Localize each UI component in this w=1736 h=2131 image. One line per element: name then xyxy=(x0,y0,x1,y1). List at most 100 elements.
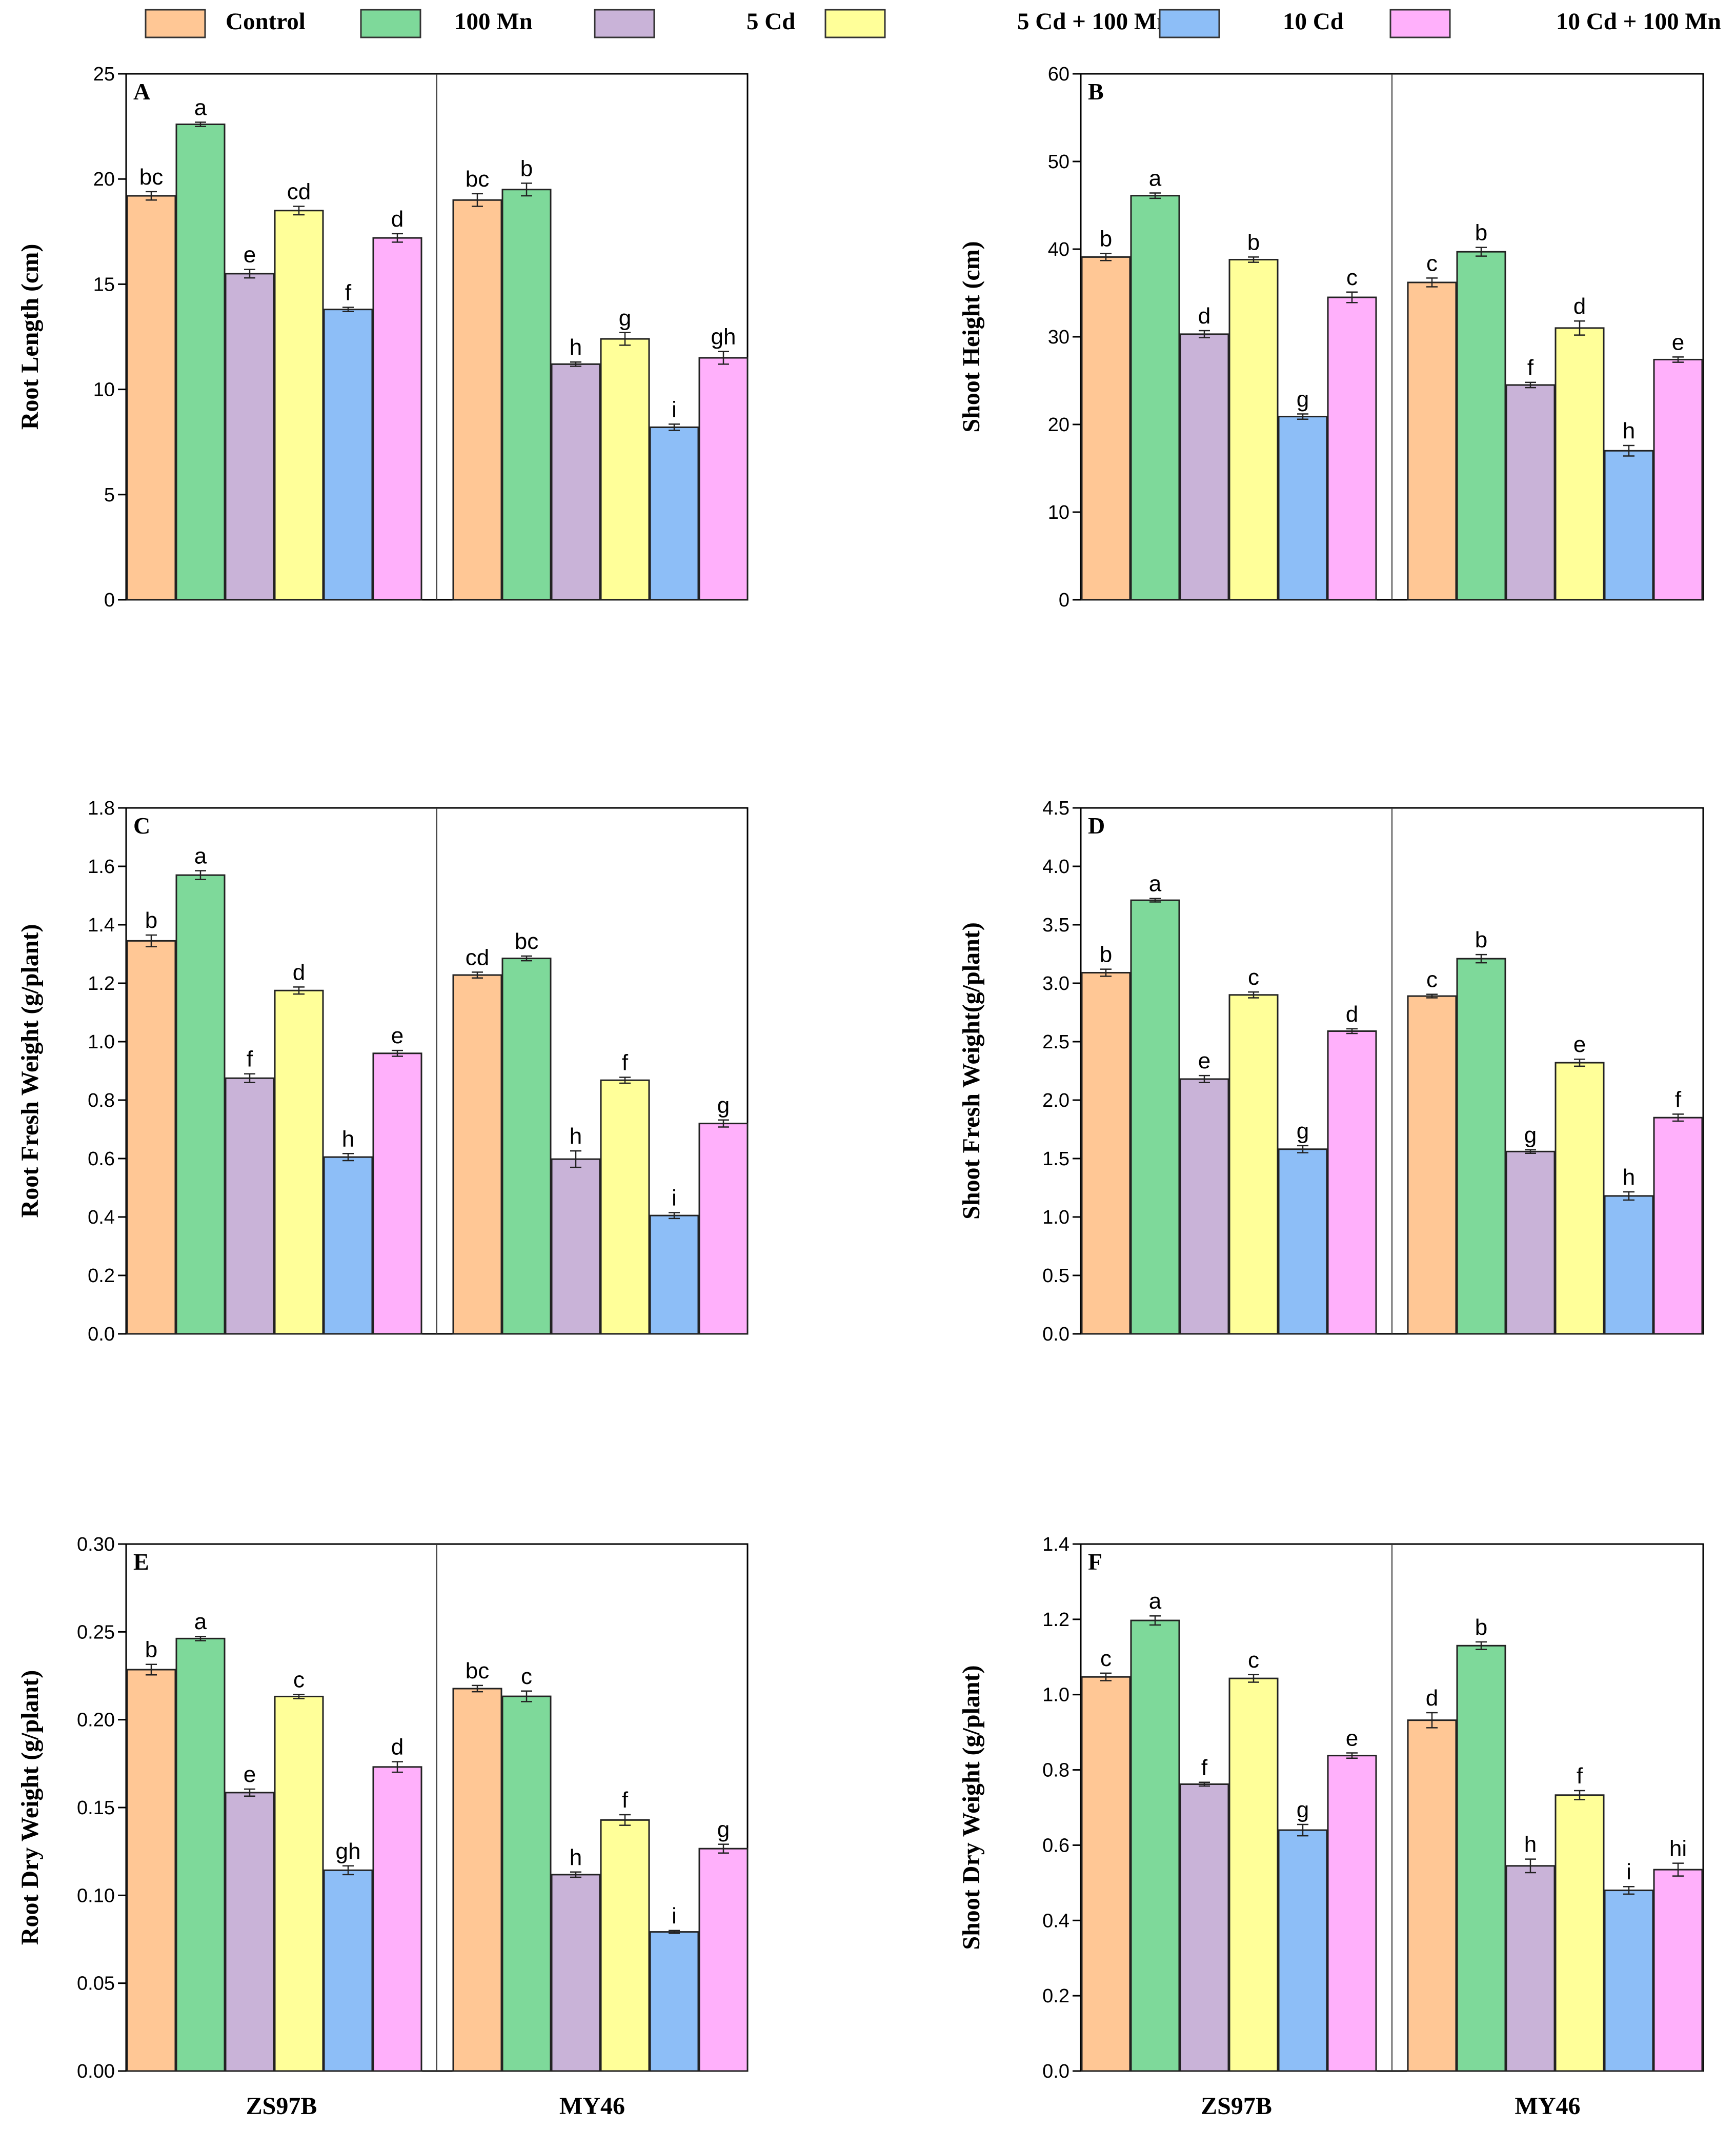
bar xyxy=(126,195,176,601)
bar xyxy=(501,1695,552,2072)
y-tick-label: 1.8 xyxy=(88,798,115,819)
significance-letter: c xyxy=(1248,1648,1259,1673)
y-tick-label: 40 xyxy=(1048,239,1069,260)
legend-label: 5 Cd xyxy=(746,8,795,35)
bar xyxy=(1604,1890,1654,2072)
chart-panel-d: 0.0 0.5 1.0 1.5 2.0 2.5 3.0 3.5 4.0 4.5 Shoot Fres… xyxy=(958,798,1704,1345)
y-tick-label: 10 xyxy=(1048,502,1069,523)
bar xyxy=(175,123,226,601)
y-tick-label: 1.5 xyxy=(1042,1148,1069,1170)
significance-letter: d xyxy=(391,1735,403,1760)
significance-letter: c xyxy=(293,1667,305,1692)
bar xyxy=(551,1874,601,2072)
y-axis-label: Shoot Dry Weight (g/plant) xyxy=(958,1665,985,1950)
significance-letter: cd xyxy=(466,945,489,970)
significance-letter: a xyxy=(1149,166,1162,191)
bar xyxy=(225,1077,275,1335)
y-tick-label: 20 xyxy=(1048,414,1069,436)
significance-letter: h xyxy=(570,1124,582,1149)
significance-letter: bc xyxy=(139,165,163,190)
significance-letter: h xyxy=(1524,1832,1537,1857)
panel-letter: C xyxy=(133,813,150,839)
bar xyxy=(551,1158,601,1335)
significance-letter: a xyxy=(194,95,207,120)
y-tick-label: 25 xyxy=(93,64,115,85)
significance-letter: i xyxy=(1626,1859,1631,1884)
significance-letter: b xyxy=(1100,942,1112,967)
significance-letter: b xyxy=(1247,230,1260,255)
significance-letter: d xyxy=(1346,1002,1358,1027)
bar xyxy=(126,1669,176,2072)
bar xyxy=(600,1079,650,1335)
significance-letter: b xyxy=(1475,220,1487,246)
significance-letter: f xyxy=(247,1047,253,1072)
legend-swatch xyxy=(1159,9,1220,38)
significance-letter: f xyxy=(622,1050,629,1075)
y-axis-label: Shoot Fresh Weight(g/plant) xyxy=(958,922,985,1220)
x-group-label: ZS97B xyxy=(246,2093,317,2120)
legend-label: Control xyxy=(226,8,306,35)
bar xyxy=(649,1931,699,2072)
significance-letter: f xyxy=(345,280,352,306)
bar xyxy=(1130,1619,1180,2072)
bar xyxy=(1505,1150,1556,1335)
y-tick-label: 15 xyxy=(93,274,115,295)
y-axis-label: Shoot Height (cm) xyxy=(958,241,985,432)
bar xyxy=(698,1848,749,2072)
y-tick-label: 0.10 xyxy=(77,1885,115,1906)
bar xyxy=(1456,1645,1506,2072)
y-tick-label: 4.5 xyxy=(1042,798,1069,819)
x-group-label: MY46 xyxy=(559,2093,625,2120)
y-tick-label: 1.0 xyxy=(1042,1207,1069,1228)
bar xyxy=(1456,251,1506,601)
panel-letter: D xyxy=(1088,813,1105,839)
y-tick-label: 10 xyxy=(93,379,115,401)
significance-letter: c xyxy=(521,1664,532,1689)
chart-panel-b: 0 10 20 30 40 50 60 Shoot Height (cm) Bb a d b g c c b f… xyxy=(958,64,1704,611)
chart-panel-c: 0.0 0.2 0.4 0.6 0.8 1.0 1.2 1.4 1.6 1.8 Root Fresh… xyxy=(16,798,749,1345)
significance-letter: c xyxy=(1100,1646,1112,1671)
significance-letter: c xyxy=(1426,251,1438,276)
significance-letter: b xyxy=(1475,1615,1487,1640)
y-axis-label: Root Length (cm) xyxy=(16,244,44,430)
y-tick-label: 0.0 xyxy=(88,1324,115,1345)
bar xyxy=(274,210,324,601)
significance-letter: i xyxy=(672,1185,677,1210)
significance-letter: g xyxy=(1297,1797,1309,1822)
bar xyxy=(175,1637,226,2072)
bar xyxy=(1456,958,1506,1335)
significance-letter: gh xyxy=(711,324,736,350)
bar xyxy=(600,338,650,601)
significance-letter: gh xyxy=(336,1839,361,1864)
y-tick-label: 3.5 xyxy=(1042,915,1069,936)
bar xyxy=(452,1688,502,2072)
y-tick-label: 0.2 xyxy=(1042,1985,1069,2007)
bar xyxy=(1555,327,1605,601)
y-tick-label: 1.4 xyxy=(88,915,115,936)
bar xyxy=(1130,195,1180,601)
significance-letter: h xyxy=(570,1845,582,1870)
bar xyxy=(1228,259,1279,601)
legend-label: 100 Mn xyxy=(454,8,533,35)
bar xyxy=(1278,416,1328,601)
panel-letter: B xyxy=(1088,78,1104,105)
y-tick-label: 0.30 xyxy=(77,1534,115,1555)
bar xyxy=(452,974,502,1335)
bar xyxy=(452,199,502,601)
bar xyxy=(1130,899,1180,1335)
bar xyxy=(1407,995,1457,1335)
y-tick-label: 1.0 xyxy=(1042,1684,1069,1706)
bar xyxy=(1555,1794,1605,2072)
legend-swatch xyxy=(824,9,886,38)
bar xyxy=(372,1766,422,2072)
y-tick-label: 0.00 xyxy=(77,2061,115,2082)
y-tick-label: 1.2 xyxy=(1042,1609,1069,1631)
y-tick-label: 0.4 xyxy=(1042,1910,1069,1932)
bar xyxy=(126,940,176,1335)
y-tick-label: 2.0 xyxy=(1042,1090,1069,1111)
bar xyxy=(1327,296,1377,601)
bar xyxy=(1653,1117,1703,1335)
significance-letter: hi xyxy=(1669,1836,1687,1861)
significance-letter: b xyxy=(145,908,157,933)
